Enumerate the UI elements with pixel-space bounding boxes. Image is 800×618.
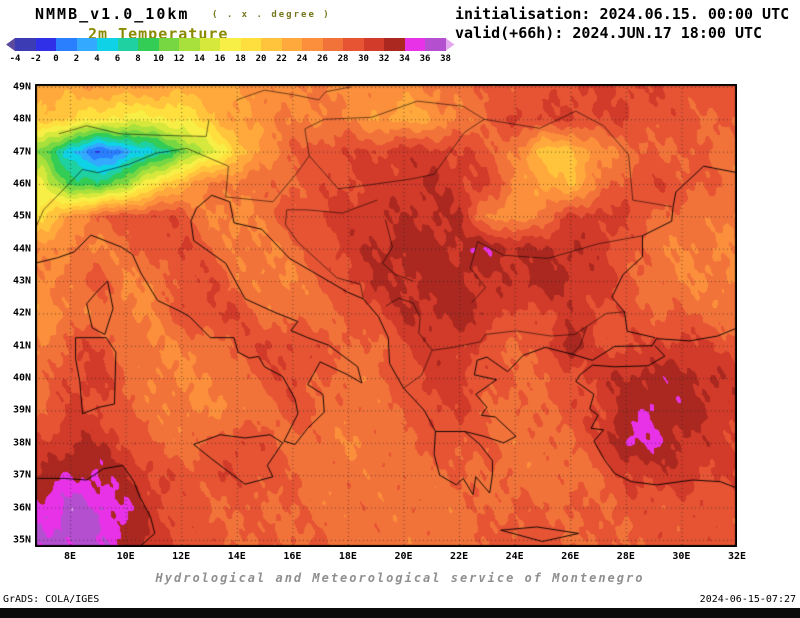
lat-axis-label: 44N <box>12 243 31 255</box>
lat-axis-label: 40N <box>12 372 31 384</box>
colorbar-tick-label: 32 <box>378 54 390 64</box>
valid-line: valid(+66h): 2024.JUN.17 18:00 UTC <box>455 24 763 42</box>
lon-axis-label: 28E <box>616 551 635 562</box>
colorbar: -4 -2 0 2 4 6 8 10 12 14 16 18 20 22 24 26 28 30 32 34 36 38 <box>0 38 480 70</box>
colorbar-segment <box>15 38 37 51</box>
lat-axis-label: 37N <box>12 469 31 481</box>
lon-axis-label: 26E <box>561 551 580 562</box>
lon-axis-label: 20E <box>394 551 413 562</box>
lat-axis-label: 36N <box>12 502 31 514</box>
colorbar-tick-label: 18 <box>235 54 246 64</box>
lat-axis-label: 45N <box>12 210 31 222</box>
colorbar-segment <box>35 38 57 51</box>
colorbar-segment <box>425 38 447 51</box>
lon-axis-label: 22E <box>450 551 469 562</box>
colorbar-tick-label: 2 <box>73 54 80 64</box>
lon-axis-label: 10E <box>116 551 135 562</box>
colorbar-tick-label: 28 <box>337 54 349 64</box>
colorbar-segment <box>179 38 201 51</box>
colorbar-tick-label: 38 <box>440 54 451 64</box>
colorbar-segment <box>138 38 160 51</box>
colorbar-segment <box>322 38 344 51</box>
lat-axis-label: 43N <box>12 275 31 287</box>
colorbar-segment <box>240 38 262 51</box>
colorbar-tick-label: 20 <box>255 54 267 64</box>
temperature-map-canvas <box>35 84 737 547</box>
colorbar-segment <box>56 38 78 51</box>
lon-axis-label: 32E <box>727 551 747 562</box>
lat-axis-label: 42N <box>12 307 31 319</box>
colorbar-tick-label: -2 <box>30 54 41 64</box>
colorbar-segment <box>97 38 119 51</box>
colorbar-arrow-left <box>6 38 15 51</box>
bottom-bar <box>0 608 800 618</box>
colorbar-tick-label: 8 <box>135 54 141 64</box>
colorbar-tick-label: 0 <box>53 54 59 64</box>
colorbar-segment <box>302 38 324 51</box>
lat-axis-label: 47N <box>12 146 31 158</box>
colorbar-segment <box>363 38 385 51</box>
initialisation-line: initialisation: 2024.06.15. 00:00 UTC <box>455 5 790 23</box>
colorbar-tick-label: 4 <box>94 54 100 64</box>
colorbar-segment <box>199 38 221 51</box>
colorbar-tick-label: 26 <box>317 54 328 64</box>
model-title: NMMB_v1.0_10km <box>35 5 190 23</box>
colorbar-tick-label: 24 <box>296 54 308 64</box>
creation-timestamp: 2024-06-15-07:27 <box>699 594 796 605</box>
colorbar-tick-label: 30 <box>358 54 369 64</box>
colorbar-segment <box>261 38 283 51</box>
colorbar-tick-label: 34 <box>399 54 410 64</box>
lat-axis-label: 39N <box>12 404 31 416</box>
lon-axis-label: 14E <box>227 551 246 562</box>
service-credit: Hydrological and Meteorological service … <box>155 571 645 585</box>
lon-axis-label: 24E <box>505 551 524 562</box>
colorbar-segment <box>384 38 406 51</box>
colorbar-tick-label: 16 <box>214 54 226 64</box>
colorbar-segment <box>117 38 139 51</box>
colorbar-arrow-right <box>445 38 455 51</box>
lon-axis-label: 16E <box>283 551 302 562</box>
colorbar-tick-label: 12 <box>173 54 185 64</box>
colorbar-tick-label: 6 <box>114 54 121 64</box>
colorbar-tick-label: 14 <box>194 54 205 64</box>
lat-axis-label: 38N <box>12 437 31 449</box>
grads-credit: GrADS: COLA/IGES <box>3 594 100 605</box>
lon-axis-label: 12E <box>172 551 191 562</box>
colorbar-segment <box>158 38 180 51</box>
lat-axis-label: 41N <box>12 340 31 352</box>
colorbar-segment <box>281 38 303 51</box>
colorbar-segment <box>220 38 242 51</box>
lon-axis-label: 18E <box>338 551 357 562</box>
colorbar-segment <box>76 38 98 51</box>
lat-axis-label: 35N <box>12 534 31 546</box>
lon-axis-label: 30E <box>672 551 691 562</box>
lat-axis-label: 49N <box>12 81 31 93</box>
colorbar-tick-label: 10 <box>153 54 164 64</box>
resolution-note: ( . x . degree ) <box>212 10 331 20</box>
lat-axis-label: 48N <box>12 113 31 125</box>
lon-axis-label: 8E <box>63 551 77 562</box>
lat-axis-label: 46N <box>12 178 31 190</box>
colorbar-segment <box>404 38 426 51</box>
colorbar-tick-label: -4 <box>9 54 21 64</box>
colorbar-tick-label: 36 <box>419 54 431 64</box>
colorbar-segment <box>343 38 365 51</box>
colorbar-tick-label: 22 <box>276 54 287 64</box>
